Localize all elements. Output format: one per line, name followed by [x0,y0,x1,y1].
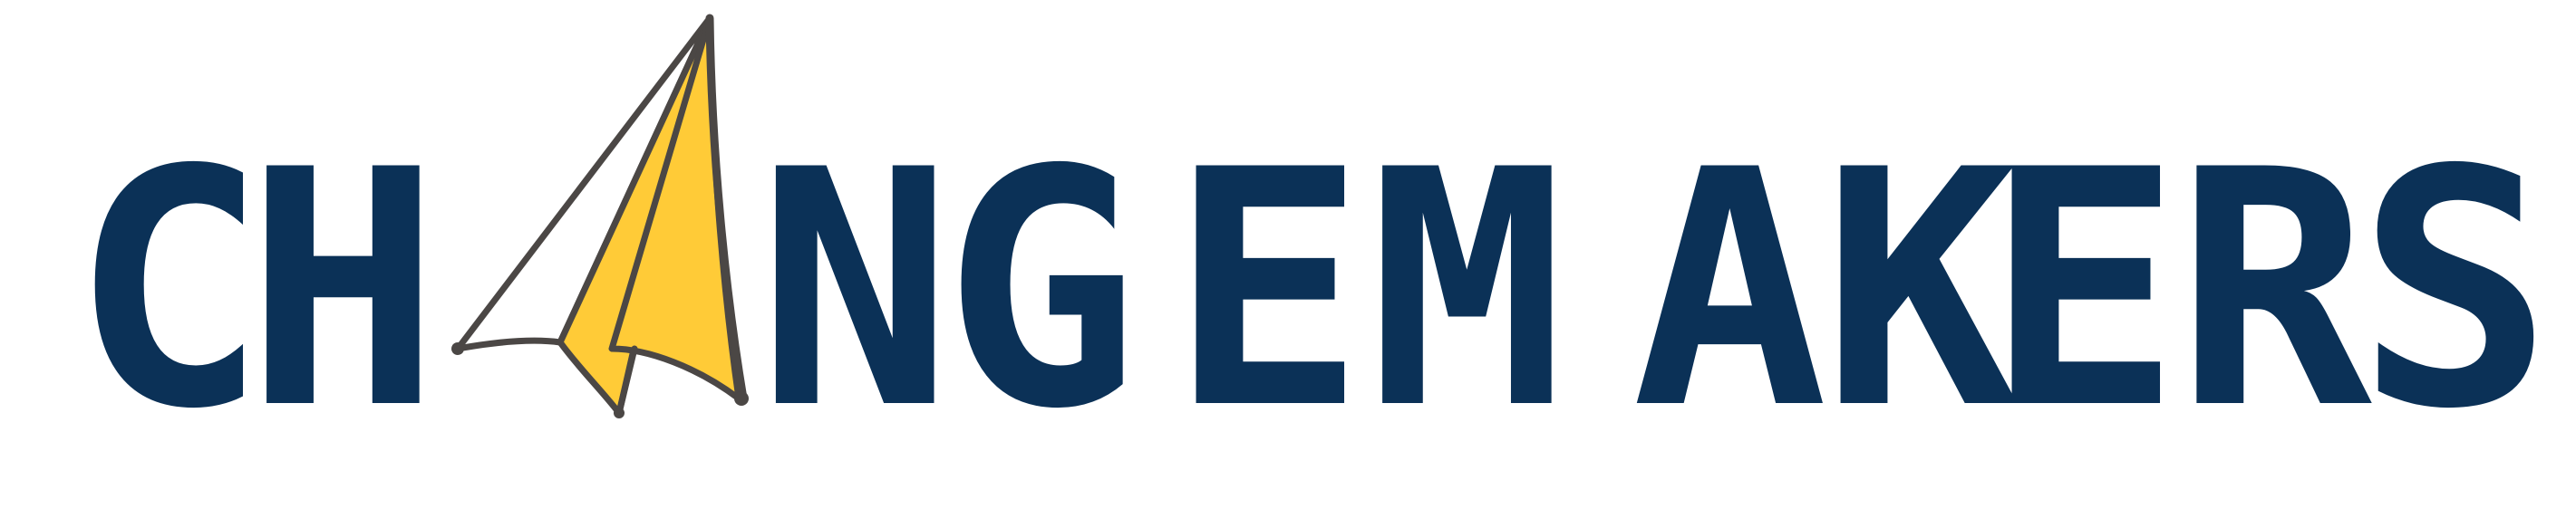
letter-r: R [2175,101,2374,480]
letter-e-2: E [1985,101,2182,480]
letter-g: G [943,101,1139,480]
letter-s: S [2357,101,2553,480]
paper-plane-icon [451,14,749,418]
letter-e: E [1169,101,1366,480]
letter-h: H [245,101,441,480]
letter-a: A [1632,101,1828,480]
wordmark-letters: C H N G E M A K E R S [71,101,2553,480]
letter-n: N [757,101,954,480]
letter-k: K [1822,101,2020,480]
letter-m: M [1369,101,1565,480]
letter-c: C [71,101,267,480]
